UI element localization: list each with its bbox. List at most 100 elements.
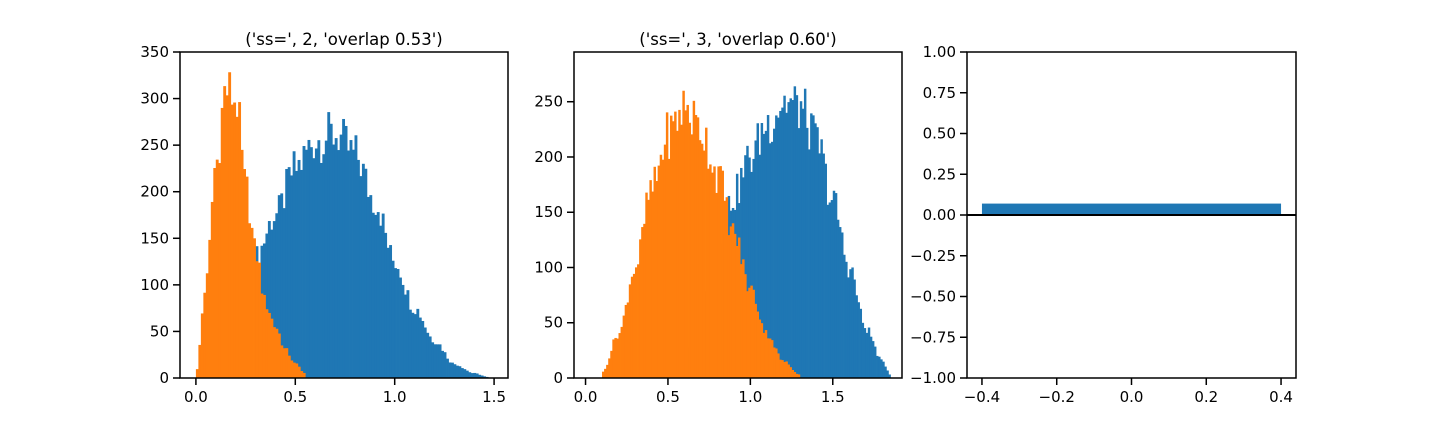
histogram-bar [258,262,261,378]
y-tick-label: 350 [140,43,169,61]
histogram-bar [265,309,269,378]
histogram-bar [309,147,313,378]
histogram-bar [768,338,772,378]
histogram-bar [639,239,642,378]
histogram-bar [468,372,472,378]
histogram-bar [413,314,417,378]
histogram-bar [361,163,365,378]
histogram-bar [793,86,797,379]
histogram-bar [775,348,778,378]
histogram-bar [692,100,696,378]
histogram-bar [285,168,289,378]
histogram-bar [791,100,795,378]
histogram-bar [245,176,249,378]
histogram-bar [272,221,276,378]
histogram-bar [347,150,350,378]
histogram-bar [602,371,605,378]
histogram-bar [277,195,281,378]
histogram-bar [814,123,817,378]
histogram-bar [255,261,259,378]
histogram-bar [834,193,838,378]
histogram-bar [465,370,469,378]
histogram-bar [628,284,632,378]
histogram-bar [455,365,459,378]
histogram-bar [657,165,661,378]
histogram-bar [744,155,747,378]
histogram-bar [775,115,778,379]
histogram-bar [721,170,724,378]
histogram-bar [446,358,449,378]
histogram-bar [233,102,237,379]
histogram-bar [810,113,813,378]
histogram-bar [797,374,801,378]
histogram-bar [789,98,792,379]
y-tick-label: 0.75 [923,84,956,102]
histogram-bar [783,361,786,378]
histogram-bar [787,102,790,378]
histogram-bar [630,276,634,378]
y-tick-label: 250 [534,93,563,111]
x-tick-label: 0.0 [574,388,598,406]
histogram-bar [684,110,687,379]
histogram-bar [480,375,484,378]
histogram-bar [637,264,640,378]
y-tick-label: 0.00 [923,206,956,224]
histogram-bar [768,143,772,378]
histogram-bar [307,139,311,378]
histogram-bar [277,333,281,378]
histogram-bar [287,355,291,378]
histogram-bar [218,163,222,378]
histogram-bar [483,376,487,378]
histogram-bar [647,199,650,378]
y-tick-label: 50 [150,322,169,340]
histogram-bar [354,135,358,378]
histogram-bar [725,197,729,378]
histogram-bar [317,140,321,378]
histogram-bar [371,212,375,378]
histogram-bar [785,112,788,378]
histogram-bar [213,167,217,378]
histogram-bar [766,115,770,378]
x-tick-label: 0.5 [656,388,680,406]
histogram-bar [386,247,390,378]
y-tick-label: 50 [544,314,563,332]
histogram-bar [475,373,479,378]
histogram-bar [287,167,291,378]
histogram-bar [394,268,397,378]
histogram-bar [250,227,254,378]
histogram-bar [824,163,827,378]
y-tick-label: 0.25 [923,165,956,183]
histogram-bar [820,139,823,378]
histogram-bar [822,153,825,378]
histogram-bar [649,180,652,378]
histogram-bar [223,86,227,378]
histogram-bar [329,123,333,378]
histogram-bar [756,311,760,378]
histogram-bar [381,213,385,378]
bar [981,203,1282,215]
histogram-bar [733,233,737,378]
histogram-bar [674,111,677,378]
histogram-bar [805,127,809,378]
histogram-bar [612,339,615,378]
histogram-bar [608,358,611,378]
histogram-bar [426,332,430,378]
histogram-bar [436,344,440,378]
histogram-bar [290,175,294,378]
histogram-bar [225,95,229,379]
histogram-bar [626,302,630,378]
histogram-bar [641,227,644,378]
histogram-series-0 [255,112,489,379]
histogram-bar [828,202,832,378]
histogram-bar [408,309,412,378]
histogram-bar [616,338,619,378]
histogram-bar [624,304,628,378]
histogram-bar [300,169,303,378]
histogram-bar [838,227,842,378]
histogram-bar [787,364,790,378]
histogram-bar [801,108,805,378]
y-tick-label: −0.75 [910,328,956,346]
histogram-bar [610,350,613,378]
histogram-bar [869,336,873,378]
